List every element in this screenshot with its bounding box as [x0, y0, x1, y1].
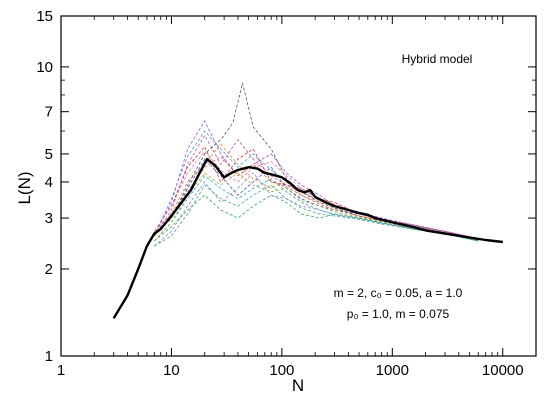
y-tick-label: 1 [45, 348, 53, 365]
axes-group: 1 10 100 1000 10000 1 2 3 4 5 7 10 15 [36, 8, 537, 379]
trial-series-line-14 [154, 184, 479, 247]
mean-line-group [112, 157, 503, 319]
x-tick-label: 1000 [376, 362, 409, 379]
annotation-params-line1: m = 2, c₀ = 0.05, a = 1.0 [334, 286, 463, 300]
mean-series-line [112, 157, 503, 319]
trial-series-line-11 [154, 172, 479, 242]
trial-series-line-8 [154, 82, 479, 241]
y-tick-label: 15 [36, 8, 53, 25]
x-axis-label: N [292, 376, 304, 395]
x-tick-label: 10000 [482, 362, 524, 379]
annotation-params-line2: p₀ = 1.0, m = 0.075 [347, 307, 450, 321]
y-tick-label: 10 [36, 59, 53, 76]
trial-series-line-6 [154, 175, 479, 242]
x-tick-label: 1 [57, 362, 65, 379]
y-axis-label: L(N) [15, 171, 34, 204]
trial-series-line-4 [153, 120, 479, 239]
trial-series-line-10 [153, 150, 479, 239]
annotation-title: Hybrid model [402, 52, 473, 66]
y-tick-label: 3 [45, 210, 53, 227]
y-tick-label: 5 [45, 146, 53, 163]
y-tick-label: 2 [45, 261, 53, 278]
x-tick-label: 100 [269, 362, 294, 379]
y-tick-label: 4 [45, 174, 53, 191]
trial-series-line-5 [154, 143, 479, 241]
x-tick-label: 10 [163, 362, 180, 379]
y-tick-label: 7 [45, 104, 53, 121]
